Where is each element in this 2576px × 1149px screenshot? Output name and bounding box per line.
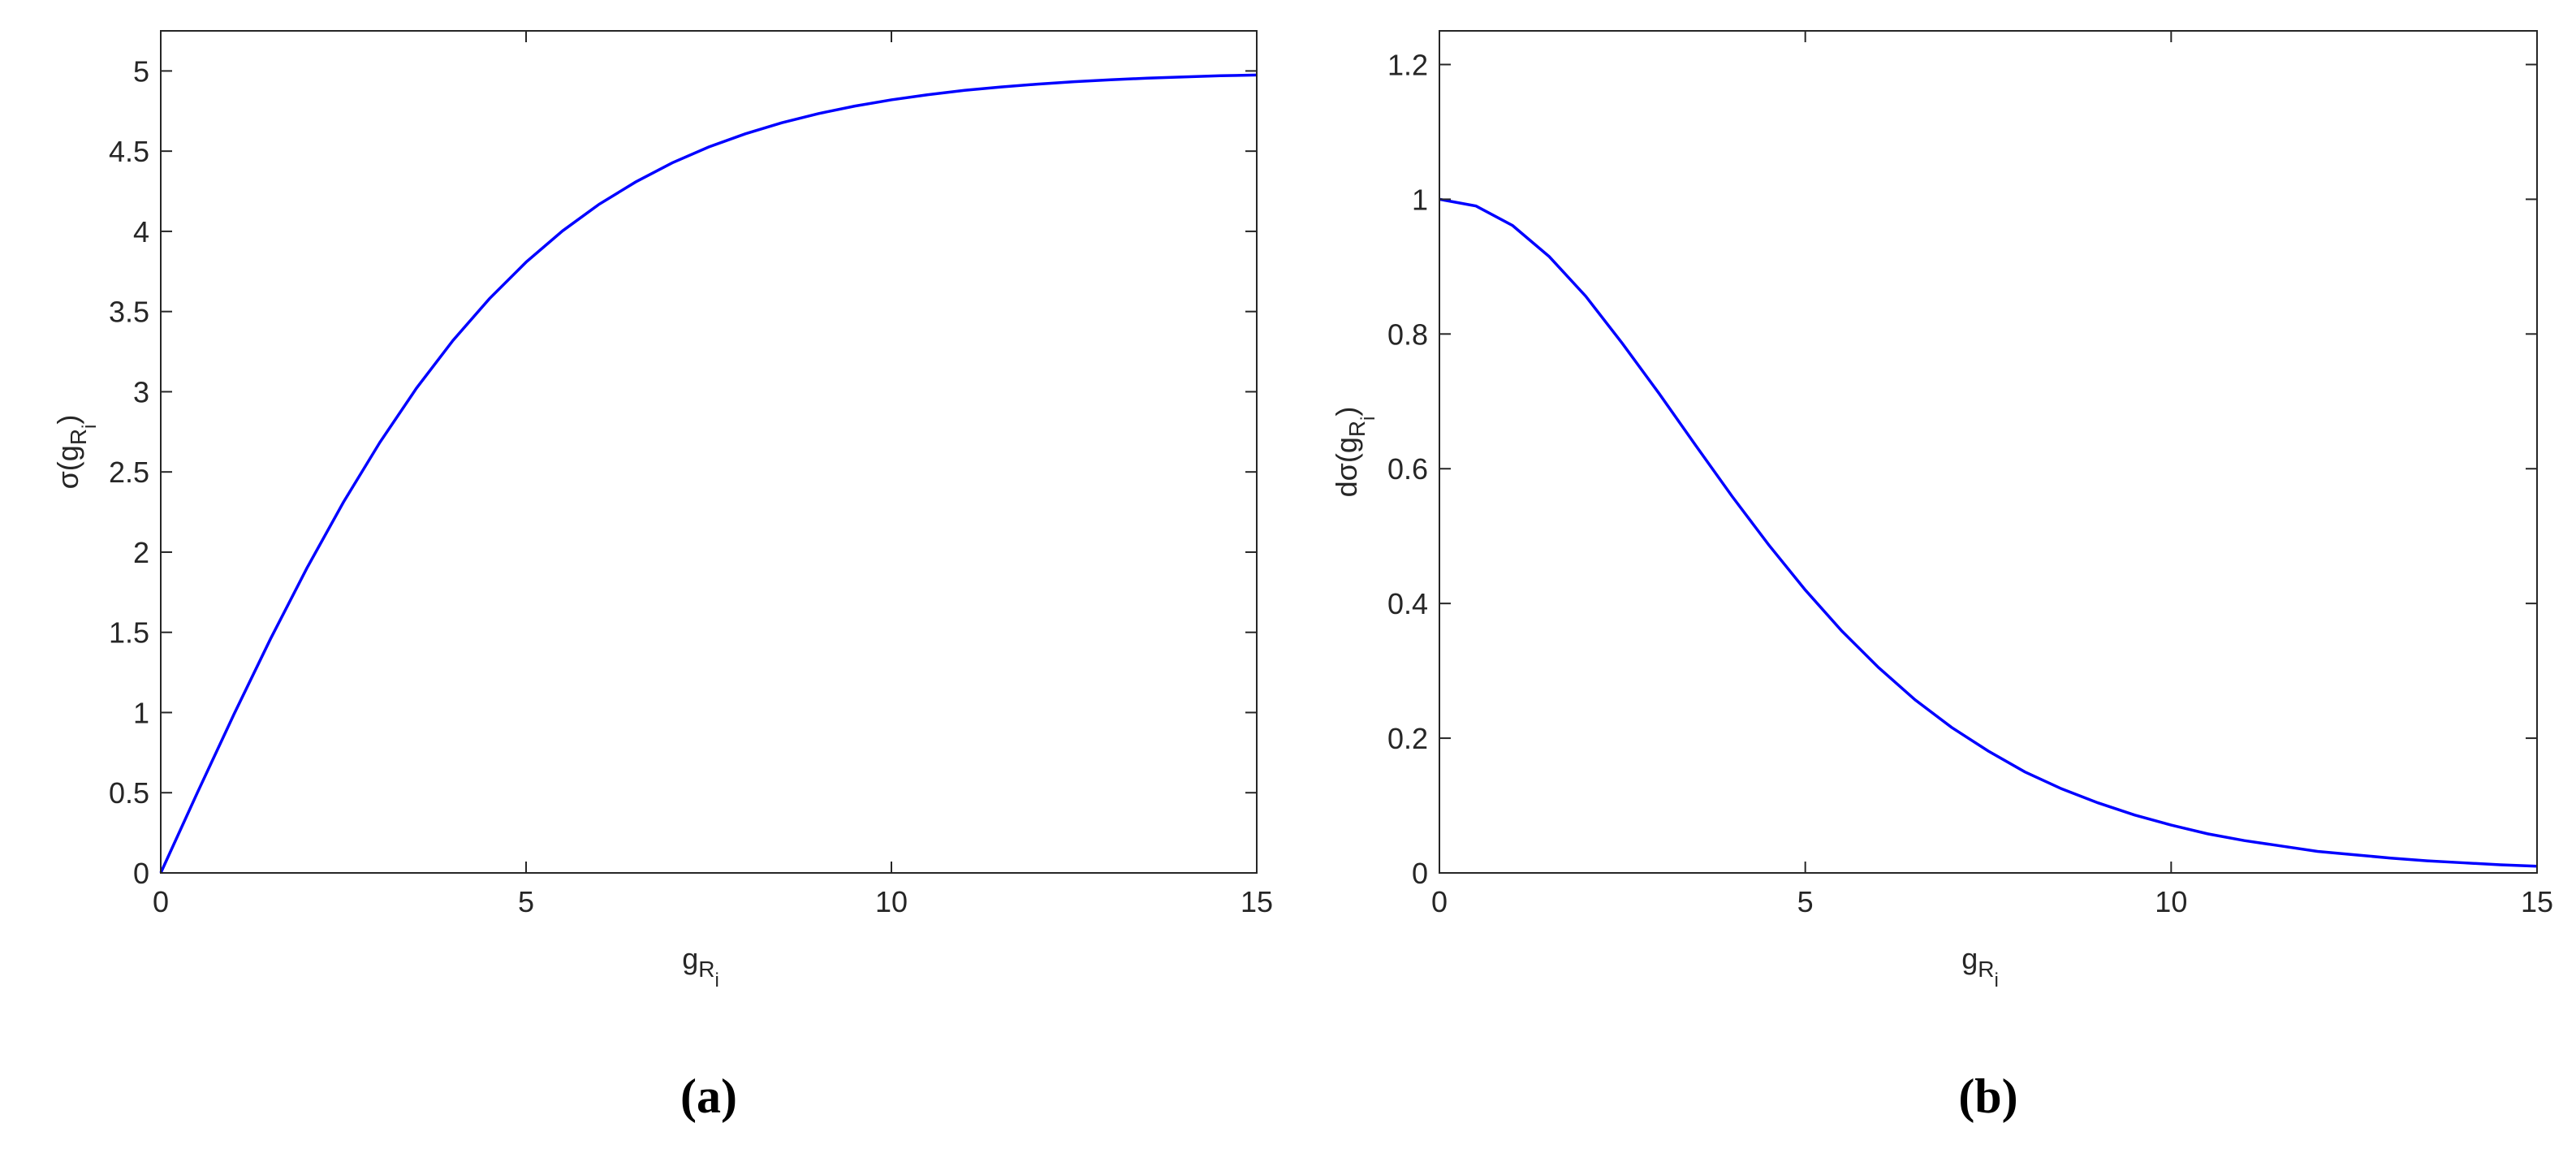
plot-frame <box>160 30 1258 874</box>
y-tick-label: 0.5 <box>109 776 149 810</box>
y-tick-label: 4 <box>133 215 149 248</box>
x-label-subsub: i <box>714 970 718 991</box>
x-tick-label: 10 <box>2155 885 2187 918</box>
y-tick-label: 2 <box>133 536 149 569</box>
panel-caption: (a) <box>680 1069 737 1123</box>
x-tick-label: 0 <box>1431 885 1448 918</box>
plot-frame <box>1439 30 2538 874</box>
data-line <box>1439 197 2538 868</box>
y-tick-label: 4.5 <box>109 135 149 168</box>
x-tick-label: 0 <box>153 885 169 918</box>
y-tick-label: 1.5 <box>109 616 149 650</box>
x-tick-label: 15 <box>1241 885 1273 918</box>
x-axis-label: gRi <box>1961 942 1999 991</box>
y-tick-label: 5 <box>133 54 149 88</box>
x-label-base: g <box>682 942 698 975</box>
x-tick-label: 5 <box>518 885 534 918</box>
y-label-suffix: ) <box>1330 407 1363 417</box>
y-label-subsub: i <box>79 425 101 429</box>
x-label-sub: R <box>698 957 714 982</box>
y-axis-label: dσ(gRi) <box>1330 407 1379 498</box>
x-axis-label: gRi <box>682 942 719 991</box>
y-tick-label: 2.5 <box>109 456 149 489</box>
y-label-prefix: σ(g <box>51 445 84 489</box>
y-label-suffix: ) <box>51 415 84 425</box>
y-axis-label: σ(gRi) <box>51 415 101 490</box>
y-label-subsub: i <box>1357 417 1379 421</box>
y-tick-label: 0.4 <box>1387 587 1428 620</box>
y-tick-label: 1.2 <box>1387 48 1428 81</box>
x-label-subsub: i <box>1994 970 1998 991</box>
y-tick-label: 3.5 <box>109 296 149 329</box>
y-tick-label: 1 <box>1412 183 1428 216</box>
y-label-sub: R <box>1344 421 1370 437</box>
data-line <box>159 73 1258 874</box>
x-tick-label: 15 <box>2521 885 2553 918</box>
y-tick-label: 0 <box>133 857 149 890</box>
y-tick-label: 3 <box>133 375 149 408</box>
y-tick-label: 0.6 <box>1387 452 1428 486</box>
x-label-base: g <box>1961 942 1978 975</box>
y-label-prefix: dσ(g <box>1330 437 1363 497</box>
panel-caption: (b) <box>1958 1069 2017 1123</box>
x-label-sub: R <box>1978 957 1994 982</box>
y-tick-label: 0.8 <box>1387 317 1428 351</box>
y-tick-label: 0.2 <box>1387 722 1428 755</box>
x-tick-label: 10 <box>875 885 908 918</box>
y-tick-label: 0 <box>1412 857 1428 890</box>
x-tick-label: 5 <box>1797 885 1814 918</box>
y-tick-label: 1 <box>133 696 149 729</box>
y-label-sub: R <box>66 429 91 445</box>
